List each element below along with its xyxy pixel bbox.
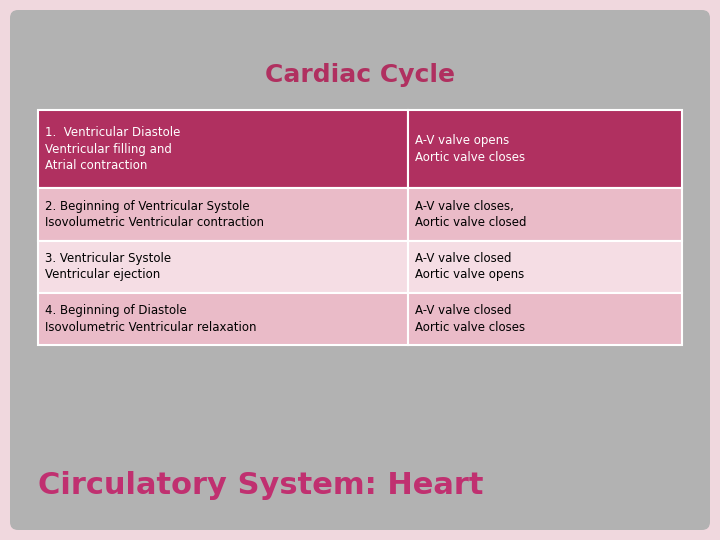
Bar [38,188,408,240]
Bar [38,293,408,345]
Text: 4. Beginning of Diastole
Isovolumetric Ventricular relaxation: 4. Beginning of Diastole Isovolumetric V… [45,304,256,334]
Text: A-V valve closed
Aortic valve opens: A-V valve closed Aortic valve opens [415,252,525,281]
Bar [408,293,682,345]
Bar [38,240,408,293]
FancyBboxPatch shape [10,10,710,530]
Bar [38,110,408,188]
Bar [408,240,682,293]
Bar [408,110,682,188]
Text: Cardiac Cycle: Cardiac Cycle [265,63,455,87]
Text: A-V valve closes,
Aortic valve closed: A-V valve closes, Aortic valve closed [415,200,527,229]
Text: 3. Ventricular Systole
Ventricular ejection: 3. Ventricular Systole Ventricular eject… [45,252,171,281]
Text: A-V valve opens
Aortic valve closes: A-V valve opens Aortic valve closes [415,134,526,164]
Bar [408,188,682,240]
Text: A-V valve closed
Aortic valve closes: A-V valve closed Aortic valve closes [415,304,526,334]
Text: Circulatory System: Heart: Circulatory System: Heart [38,470,484,500]
Text: 1.  Ventricular Diastole
Ventricular filling and
Atrial contraction: 1. Ventricular Diastole Ventricular fill… [45,126,181,172]
Text: 2. Beginning of Ventricular Systole
Isovolumetric Ventricular contraction: 2. Beginning of Ventricular Systole Isov… [45,200,264,229]
